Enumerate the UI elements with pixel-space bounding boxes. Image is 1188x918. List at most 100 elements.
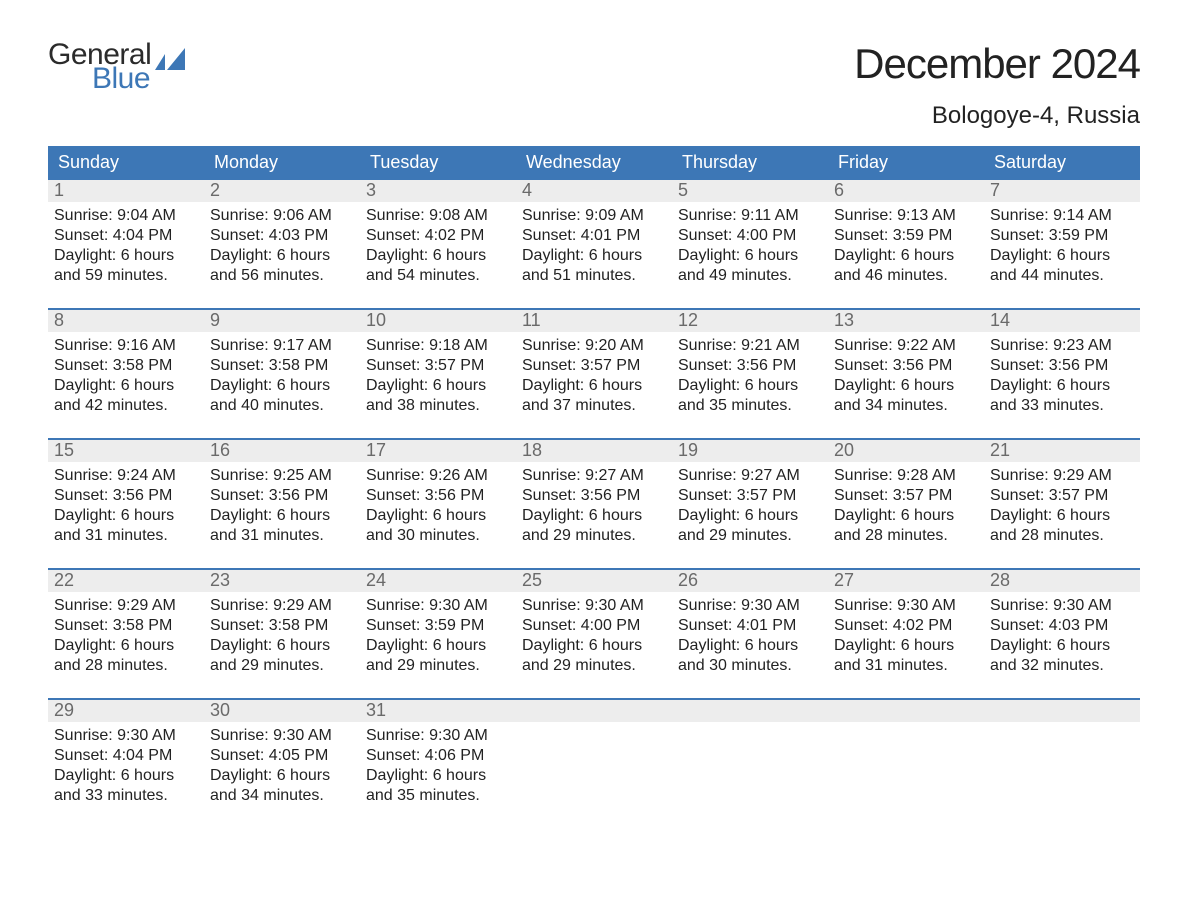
sunrise-text: Sunrise: 9:22 AM [834,336,978,356]
sunrise-text: Sunrise: 9:17 AM [210,336,354,356]
day-cell: Sunrise: 9:30 AMSunset: 4:04 PMDaylight:… [48,722,204,806]
day-content-row: Sunrise: 9:16 AMSunset: 3:58 PMDaylight:… [48,332,1140,416]
day-cell: Sunrise: 9:30 AMSunset: 4:03 PMDaylight:… [984,592,1140,676]
daylight-line-1: Daylight: 6 hours [990,636,1134,656]
sunrise-text: Sunrise: 9:25 AM [210,466,354,486]
day-number [828,700,984,722]
day-number: 17 [360,440,516,462]
daylight-line-2: and 44 minutes. [990,266,1134,286]
dow-sunday: Sunday [48,146,204,180]
sunset-text: Sunset: 3:57 PM [678,486,822,506]
day-number: 8 [48,310,204,332]
day-cell: Sunrise: 9:27 AMSunset: 3:56 PMDaylight:… [516,462,672,546]
sunrise-text: Sunrise: 9:28 AM [834,466,978,486]
day-cell [828,722,984,806]
daylight-line-2: and 30 minutes. [678,656,822,676]
day-cell: Sunrise: 9:30 AMSunset: 4:02 PMDaylight:… [828,592,984,676]
dow-thursday: Thursday [672,146,828,180]
dow-saturday: Saturday [984,146,1140,180]
sunrise-text: Sunrise: 9:20 AM [522,336,666,356]
dow-wednesday: Wednesday [516,146,672,180]
sunrise-text: Sunrise: 9:18 AM [366,336,510,356]
daylight-line-2: and 33 minutes. [990,396,1134,416]
day-number-row: 293031 [48,698,1140,722]
day-number [984,700,1140,722]
daylight-line-2: and 34 minutes. [210,786,354,806]
day-content-row: Sunrise: 9:30 AMSunset: 4:04 PMDaylight:… [48,722,1140,806]
sunrise-text: Sunrise: 9:21 AM [678,336,822,356]
sunset-text: Sunset: 4:03 PM [210,226,354,246]
day-number: 10 [360,310,516,332]
daylight-line-2: and 34 minutes. [834,396,978,416]
day-cell: Sunrise: 9:14 AMSunset: 3:59 PMDaylight:… [984,202,1140,286]
day-number: 7 [984,180,1140,202]
daylight-line-1: Daylight: 6 hours [366,636,510,656]
day-number-row: 22232425262728 [48,568,1140,592]
location: Bologoye-4, Russia [854,102,1140,130]
daylight-line-1: Daylight: 6 hours [210,506,354,526]
day-number: 1 [48,180,204,202]
day-cell: Sunrise: 9:29 AMSunset: 3:57 PMDaylight:… [984,462,1140,546]
sunset-text: Sunset: 3:56 PM [54,486,198,506]
day-cell: Sunrise: 9:18 AMSunset: 3:57 PMDaylight:… [360,332,516,416]
day-cell [984,722,1140,806]
day-number: 6 [828,180,984,202]
daylight-line-1: Daylight: 6 hours [366,766,510,786]
weeks-container: 1234567Sunrise: 9:04 AMSunset: 4:04 PMDa… [48,180,1140,806]
daylight-line-1: Daylight: 6 hours [522,246,666,266]
sunrise-text: Sunrise: 9:27 AM [522,466,666,486]
day-cell: Sunrise: 9:20 AMSunset: 3:57 PMDaylight:… [516,332,672,416]
sunrise-text: Sunrise: 9:06 AM [210,206,354,226]
day-cell [672,722,828,806]
daylight-line-2: and 37 minutes. [522,396,666,416]
day-number: 20 [828,440,984,462]
sunrise-text: Sunrise: 9:16 AM [54,336,198,356]
sunset-text: Sunset: 3:58 PM [210,616,354,636]
sunset-text: Sunset: 4:05 PM [210,746,354,766]
sunset-text: Sunset: 4:03 PM [990,616,1134,636]
sunrise-text: Sunrise: 9:13 AM [834,206,978,226]
sunset-text: Sunset: 4:02 PM [834,616,978,636]
daylight-line-2: and 49 minutes. [678,266,822,286]
day-content-row: Sunrise: 9:24 AMSunset: 3:56 PMDaylight:… [48,462,1140,546]
dow-tuesday: Tuesday [360,146,516,180]
daylight-line-1: Daylight: 6 hours [54,376,198,396]
day-number: 2 [204,180,360,202]
dow-monday: Monday [204,146,360,180]
daylight-line-1: Daylight: 6 hours [678,376,822,396]
daylight-line-2: and 31 minutes. [54,526,198,546]
day-number: 12 [672,310,828,332]
sunset-text: Sunset: 4:00 PM [678,226,822,246]
sunset-text: Sunset: 3:57 PM [522,356,666,376]
sunrise-text: Sunrise: 9:30 AM [366,596,510,616]
daylight-line-2: and 28 minutes. [54,656,198,676]
daylight-line-2: and 32 minutes. [990,656,1134,676]
sunset-text: Sunset: 3:59 PM [834,226,978,246]
day-cell: Sunrise: 9:30 AMSunset: 4:01 PMDaylight:… [672,592,828,676]
daylight-line-1: Daylight: 6 hours [210,376,354,396]
sunrise-text: Sunrise: 9:30 AM [678,596,822,616]
daylight-line-1: Daylight: 6 hours [522,636,666,656]
daylight-line-1: Daylight: 6 hours [678,506,822,526]
daylight-line-2: and 56 minutes. [210,266,354,286]
day-cell: Sunrise: 9:29 AMSunset: 3:58 PMDaylight:… [48,592,204,676]
daylight-line-2: and 38 minutes. [366,396,510,416]
daylight-line-1: Daylight: 6 hours [834,636,978,656]
day-cell: Sunrise: 9:13 AMSunset: 3:59 PMDaylight:… [828,202,984,286]
daylight-line-2: and 29 minutes. [210,656,354,676]
sunrise-text: Sunrise: 9:23 AM [990,336,1134,356]
sunrise-text: Sunrise: 9:27 AM [678,466,822,486]
day-cell: Sunrise: 9:23 AMSunset: 3:56 PMDaylight:… [984,332,1140,416]
daylight-line-2: and 29 minutes. [678,526,822,546]
sunrise-text: Sunrise: 9:04 AM [54,206,198,226]
day-cell: Sunrise: 9:28 AMSunset: 3:57 PMDaylight:… [828,462,984,546]
daylight-line-1: Daylight: 6 hours [834,246,978,266]
day-number: 25 [516,570,672,592]
sunset-text: Sunset: 3:56 PM [210,486,354,506]
day-cell: Sunrise: 9:26 AMSunset: 3:56 PMDaylight:… [360,462,516,546]
day-number: 26 [672,570,828,592]
day-number: 24 [360,570,516,592]
sunset-text: Sunset: 3:56 PM [366,486,510,506]
sunrise-text: Sunrise: 9:29 AM [54,596,198,616]
sunset-text: Sunset: 4:01 PM [678,616,822,636]
